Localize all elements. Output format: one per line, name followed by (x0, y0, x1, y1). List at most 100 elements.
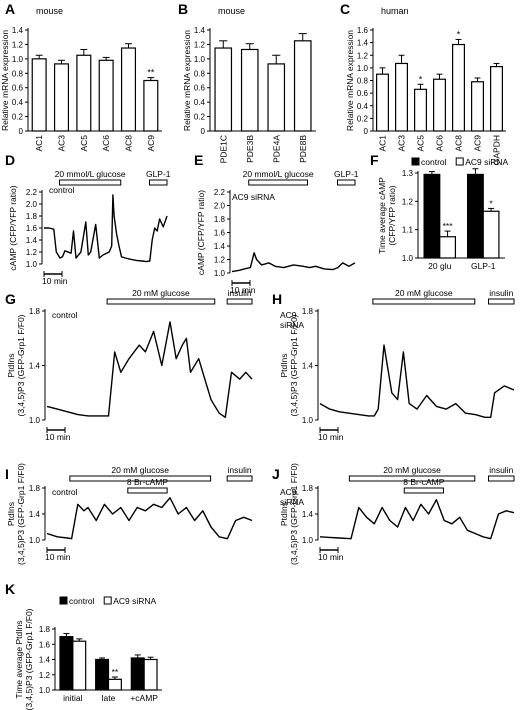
scale-bar-label: 10 min (230, 285, 256, 295)
x-tick-label: AC6 (435, 135, 445, 152)
y-tick-label: 1.4 (39, 656, 51, 665)
y-axis-label: Time average PtdIns (14, 620, 24, 698)
trace-line (231, 252, 356, 273)
y-axis-label: (3,4,5)P3 (GFP-Grp1 F/F0) (16, 314, 26, 416)
significance-label: ** (147, 68, 155, 78)
bar (414, 88, 427, 132)
x-tick-label: GLP-1 (471, 261, 496, 271)
y-tick-label: 1.0 (12, 55, 24, 64)
stimulus-bar (127, 487, 168, 494)
stimulus-label: 20 mM glucose (111, 465, 169, 475)
stimulus-label: GLP-1 (334, 169, 359, 179)
panel-h: H 1.0 1.4 1.8 PtdIns (3,4,5)P3 (GFP-Grp1 F/F0… (272, 288, 515, 442)
x-tick-label: initial (63, 693, 82, 703)
panel-letter: I (5, 466, 9, 482)
y-axis-label: Relative mRNA expression (345, 30, 355, 131)
bar (240, 48, 259, 132)
bar-control (59, 636, 74, 691)
significance-label: ** (112, 667, 119, 677)
scale-bar-label: 10 min (42, 276, 68, 286)
trace-line (319, 499, 515, 540)
y-tick-label: 1.2 (26, 248, 38, 257)
y-tick-label: 1.4 (302, 510, 314, 519)
stimulus-label: 20 mmol/L glucose (243, 169, 314, 179)
y-tick-label: 0.8 (357, 77, 369, 86)
y-tick-label: 1.0 (194, 55, 206, 64)
bar-ac9-sirna (482, 210, 500, 259)
y-tick-label: 1.0 (402, 254, 414, 263)
panel-j: J 1.0 1.4 1.8 PtdIns (3,4,5)P3 (GFP-Grp1 F/F0… (272, 463, 515, 565)
y-tick-label: 2.2 (26, 188, 38, 197)
stimulus-bar (106, 298, 216, 305)
y-tick-label: 1.6 (357, 26, 369, 35)
x-tick-label: +cAMP (130, 693, 158, 703)
y-tick-label: 1.4 (29, 362, 41, 371)
y-tick-label: 2.0 (26, 200, 38, 209)
significance-label: * (489, 198, 493, 208)
condition-label: siRNA (280, 497, 304, 507)
panel-title: mouse (36, 6, 63, 16)
bar (120, 47, 137, 132)
panel-letter: D (5, 152, 15, 168)
stimulus-bar (149, 179, 168, 186)
y-tick-label: 1.0 (214, 269, 226, 278)
y-tick-label: 1.0 (29, 416, 41, 425)
y-tick-label: 1.8 (214, 215, 226, 224)
bar (433, 78, 446, 132)
condition-label: siRNA (280, 320, 304, 330)
bar (471, 81, 484, 132)
panel-letter: C (340, 1, 350, 17)
y-tick-label: 1.0 (29, 536, 41, 545)
bar-ac9-sirna (72, 640, 87, 691)
panel-d: D 1.0 1.2 1.4 1.6 1.8 2.0 2.2 cAMP (CFP/YFP rati… (5, 152, 171, 286)
bar (395, 62, 408, 132)
y-tick-label: 1.4 (302, 362, 314, 371)
y-axis-label: (CFP/YFP ratio) (387, 185, 397, 245)
bar (452, 43, 465, 132)
y-tick-label: 1.8 (302, 484, 314, 493)
stimulus-bar (348, 475, 476, 482)
stimulus-label: GLP-1 (146, 169, 171, 179)
condition-label: AC9 (280, 310, 297, 320)
bar (376, 73, 389, 132)
panel-letter: H (272, 291, 282, 307)
significance-label: * (457, 29, 461, 39)
legend-swatch (411, 157, 420, 166)
y-axis-label: PtdIns (279, 502, 289, 526)
y-axis-label: (3,4,5)P3 (GFP-Grp1 F/F0) (16, 463, 26, 565)
y-axis-label: (3,4,5)P3 (GFP-Grp1 F/F0) (289, 463, 299, 565)
y-tick-label: 1.2 (39, 671, 51, 680)
y-tick-label: 1.2 (194, 40, 206, 49)
stimulus-bar (59, 179, 122, 186)
x-tick-label: PDE3B (245, 135, 255, 163)
panel-k: K 1.0 1.2 1.4 1.6 1.8 Time average PtdIns (3,4,… (5, 581, 162, 710)
panel-letter: E (194, 152, 203, 168)
y-axis-label: PtdIns (6, 353, 16, 377)
legend-label: AC9 siRNA (465, 157, 508, 167)
y-tick-label: 0.2 (12, 113, 24, 122)
y-tick-label: 1.8 (39, 625, 51, 634)
y-axis-label: cAMP (CFP/YFP ratio) (196, 190, 206, 275)
bar-control (423, 173, 441, 259)
y-tick-label: 0.8 (12, 69, 24, 78)
legend-label: control (69, 596, 95, 606)
condition-label: control (52, 310, 78, 320)
x-tick-label: AC5 (79, 135, 89, 152)
y-tick-label: 0.6 (12, 84, 24, 93)
panel-letter: G (5, 291, 16, 307)
bar (143, 79, 159, 132)
legend-label: control (421, 157, 447, 167)
panel-title: mouse (218, 6, 245, 16)
bar (267, 63, 286, 132)
stimulus-bar (488, 298, 515, 305)
panel-i: I 1.0 1.4 1.8 PtdIns (3,4,5)P3 (GFP-Grp1 F/F0… (5, 463, 253, 565)
y-tick-label: 1.6 (214, 229, 226, 238)
y-tick-label: 1.6 (39, 640, 51, 649)
stimulus-bar (226, 475, 253, 482)
y-tick-label: 1.3 (402, 169, 414, 178)
condition-label: AC9 siRNA (232, 192, 275, 202)
bar (214, 47, 233, 132)
bar-control (95, 658, 110, 691)
scale-bar-label: 10 min (318, 552, 344, 562)
